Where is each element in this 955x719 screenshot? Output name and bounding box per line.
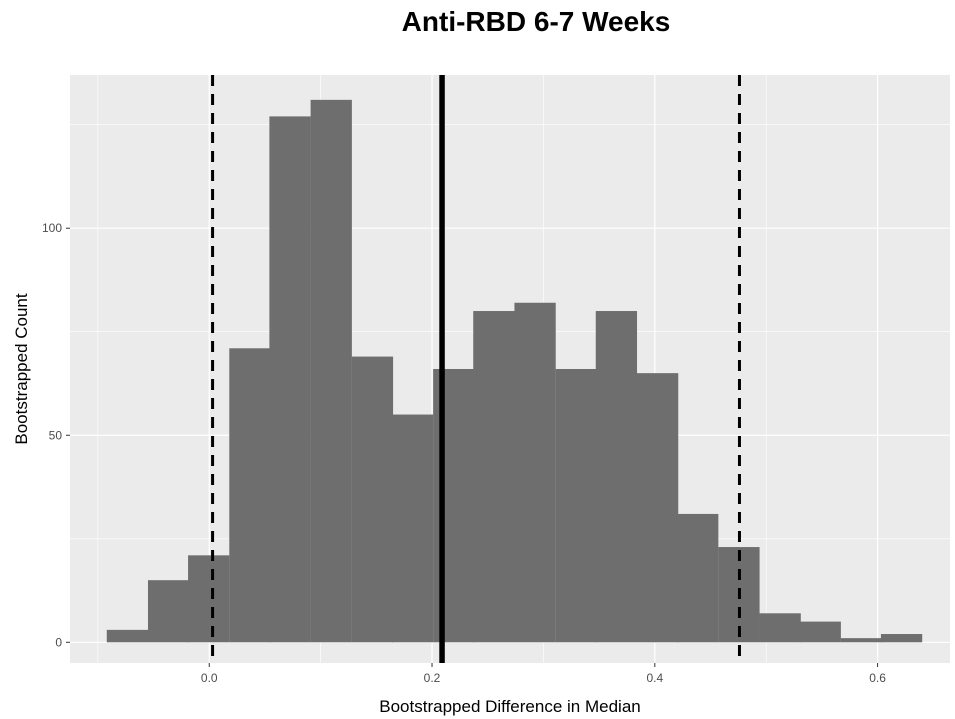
histogram-bar [391,414,434,643]
histogram-bar [229,348,271,643]
histogram-bar [880,634,923,643]
histogram-bar [799,621,841,643]
histogram-bar [351,356,394,643]
histogram-bar [759,613,801,643]
y-tick-label: 50 [49,428,63,442]
y-tick-label: 100 [42,221,62,235]
chart-title: Anti-RBD 6-7 Weeks [401,6,671,37]
reference-lines [211,75,741,663]
histogram-bar [310,99,352,643]
y-axis-title: Bootstrapped Count [12,293,31,444]
x-axis-title: Bootstrapped Difference in Median [379,697,640,716]
x-tick-label: 0.6 [869,671,886,685]
x-tick-label: 0.0 [201,671,218,685]
histogram-bar [555,369,597,643]
histogram-bar [147,580,190,643]
histogram-bar [473,311,515,643]
histogram-bar [514,302,556,643]
axes: 0.0 0.2 0.4 0.6 0 50 100 [42,221,886,685]
histogram-bar [636,373,679,643]
histogram-bar [269,116,311,643]
histogram-bars [106,99,923,643]
y-tick-label: 0 [55,635,62,649]
histogram-bar [595,311,638,643]
x-tick-label: 0.2 [424,671,441,685]
histogram-bar [188,555,230,643]
x-tick-label: 0.4 [646,671,663,685]
histogram-bar [677,513,719,643]
histogram-bar [840,638,883,643]
histogram-bar [106,629,149,643]
